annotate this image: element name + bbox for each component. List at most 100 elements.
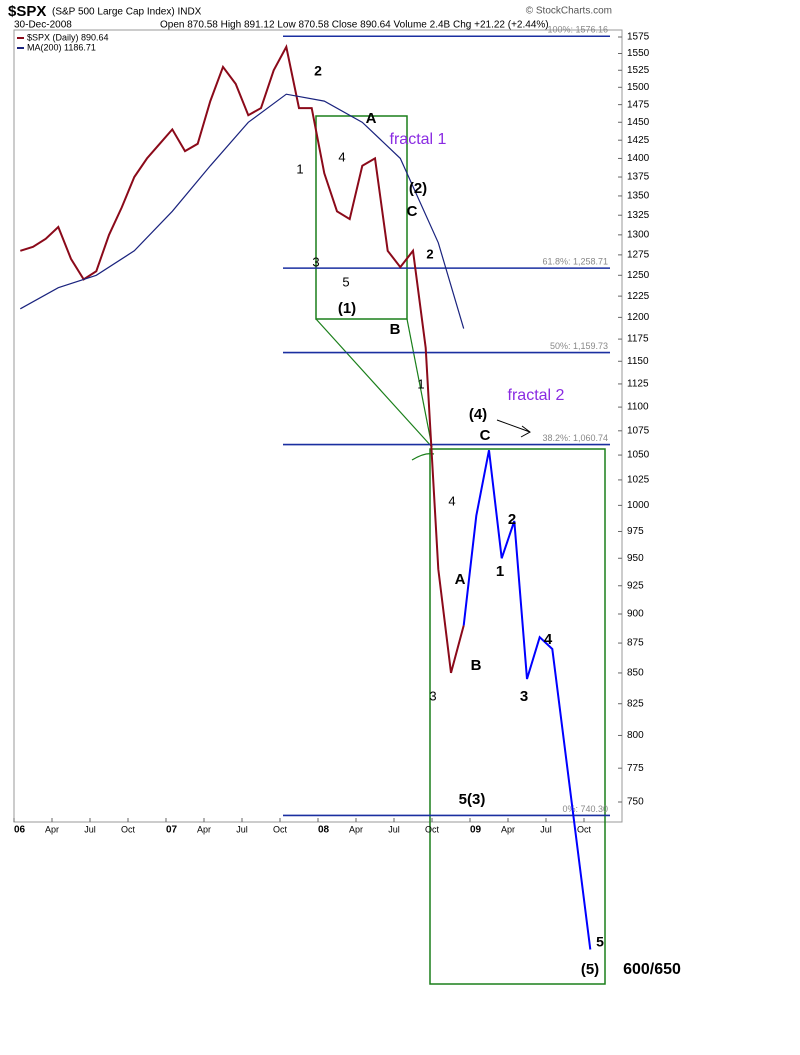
wave-label: 4 — [338, 149, 345, 164]
wave-label: C — [407, 203, 418, 220]
y-tick-label: 1350 — [627, 191, 650, 202]
credit: © StockCharts.com — [526, 6, 612, 17]
date: 30-Dec-2008 — [14, 20, 72, 31]
x-tick-label: Apr — [45, 824, 59, 834]
y-tick-label: 1150 — [627, 356, 649, 367]
wave-label: 3 — [429, 688, 436, 703]
connector — [315, 318, 433, 448]
plot-frame — [13, 29, 623, 823]
chart-title: (S&P 500 Large Cap Index) INDX — [52, 7, 202, 18]
fib-label: 50%: 1,159.73 — [550, 341, 608, 351]
wave-label: 5(3) — [459, 791, 486, 808]
quote: Open 870.58 High 891.12 Low 870.58 Close… — [160, 20, 549, 31]
y-tick-label: 1550 — [627, 48, 650, 59]
wave-label: 3 — [312, 254, 319, 269]
wave-label: 4 — [448, 493, 455, 508]
series-line — [19, 44, 465, 674]
fib-label: 0%: 740.30 — [562, 804, 608, 814]
wave-label: 2 — [508, 511, 516, 528]
arrow — [496, 419, 531, 438]
x-tick-label: Oct — [577, 824, 592, 834]
y-tick-label: 850 — [627, 668, 644, 679]
series-line — [20, 93, 465, 329]
y-tick-label: 1425 — [627, 135, 650, 146]
wave-label: 2 — [426, 246, 433, 261]
y-tick-label: 1500 — [627, 82, 650, 93]
wave-label: A — [455, 571, 466, 588]
x-tick-label: 07 — [166, 825, 178, 836]
x-tick-label: Apr — [501, 824, 515, 834]
x-tick-label: Apr — [197, 824, 211, 834]
y-tick-label: 1175 — [627, 334, 649, 345]
wave-label: (2) — [409, 180, 427, 197]
y-tick-label: 1050 — [627, 450, 650, 461]
y-tick-label: 1575 — [627, 32, 650, 43]
connector — [406, 318, 433, 448]
fib-label: 100%: 1576.16 — [547, 25, 608, 35]
x-tick-label: Jul — [540, 824, 552, 834]
wave-label: 5 — [342, 274, 349, 289]
y-tick-label: 1450 — [627, 117, 650, 128]
y-tick-label: 1300 — [627, 229, 650, 240]
symbol: $SPX — [8, 3, 46, 20]
x-tick-label: Oct — [121, 824, 136, 834]
y-tick-label: 1125 — [627, 379, 649, 390]
legend-label: $SPX (Daily) 890.64 — [27, 32, 109, 42]
wave-label: (1) — [338, 300, 356, 317]
fib-label: 38.2%: 1,060.74 — [542, 433, 608, 443]
wave-label: 1 — [496, 563, 504, 580]
x-tick-label: Oct — [425, 824, 440, 834]
legend-label: MA(200) 1186.71 — [27, 42, 96, 52]
y-tick-label: 825 — [627, 698, 644, 709]
x-tick-label: 06 — [14, 825, 26, 836]
x-tick-label: Jul — [84, 824, 96, 834]
x-tick-label: 09 — [470, 825, 482, 836]
wave-label: A — [366, 110, 377, 127]
y-tick-label: 1400 — [627, 153, 650, 164]
x-tick-label: Jul — [236, 824, 248, 834]
y-tick-label: 1025 — [627, 475, 650, 486]
y-tick-label: 1525 — [627, 65, 650, 76]
fractal-box — [315, 115, 408, 320]
wave-label: fractal 1 — [390, 131, 447, 148]
y-tick-label: 1375 — [627, 172, 650, 183]
y-tick-label: 750 — [627, 797, 644, 808]
x-tick-label: Jul — [388, 824, 400, 834]
wave-label: 5 — [596, 934, 604, 950]
fractal-box — [429, 448, 606, 985]
wave-label: 3 — [520, 688, 528, 705]
wave-label: B — [471, 657, 482, 674]
y-tick-label: 1100 — [627, 402, 649, 413]
y-tick-label: 1250 — [627, 270, 650, 281]
x-tick-label: Oct — [273, 824, 288, 834]
wave-label: 600/650 — [623, 961, 681, 978]
y-tick-label: 800 — [627, 730, 644, 741]
wave-label: 4 — [544, 631, 553, 648]
wave-label: 1 — [296, 161, 303, 176]
x-tick-label: Apr — [349, 824, 363, 834]
y-tick-label: 950 — [627, 553, 644, 564]
wave-label: fractal 2 — [508, 387, 565, 404]
y-tick-label: 1200 — [627, 312, 650, 323]
y-tick-label: 925 — [627, 580, 644, 591]
y-tick-label: 975 — [627, 526, 644, 537]
y-tick-label: 1225 — [627, 291, 650, 302]
wave-label: B — [390, 321, 401, 338]
wave-label: C — [480, 427, 491, 444]
wave-label: 2 — [314, 63, 322, 79]
wave-label: (4) — [469, 406, 487, 423]
y-tick-label: 775 — [627, 763, 644, 774]
series-line — [462, 450, 592, 950]
x-tick-label: 08 — [318, 825, 330, 836]
wave-label: 1 — [417, 376, 424, 391]
fib-label: 61.8%: 1,258.71 — [542, 257, 608, 267]
wave-label: (5) — [581, 961, 599, 978]
y-tick-label: 1275 — [627, 250, 650, 261]
y-tick-label: 1325 — [627, 210, 650, 221]
y-tick-label: 875 — [627, 638, 644, 649]
y-tick-label: 1475 — [627, 99, 650, 110]
y-tick-label: 1000 — [627, 500, 650, 511]
y-tick-label: 900 — [627, 609, 644, 620]
y-tick-label: 1075 — [627, 425, 650, 436]
